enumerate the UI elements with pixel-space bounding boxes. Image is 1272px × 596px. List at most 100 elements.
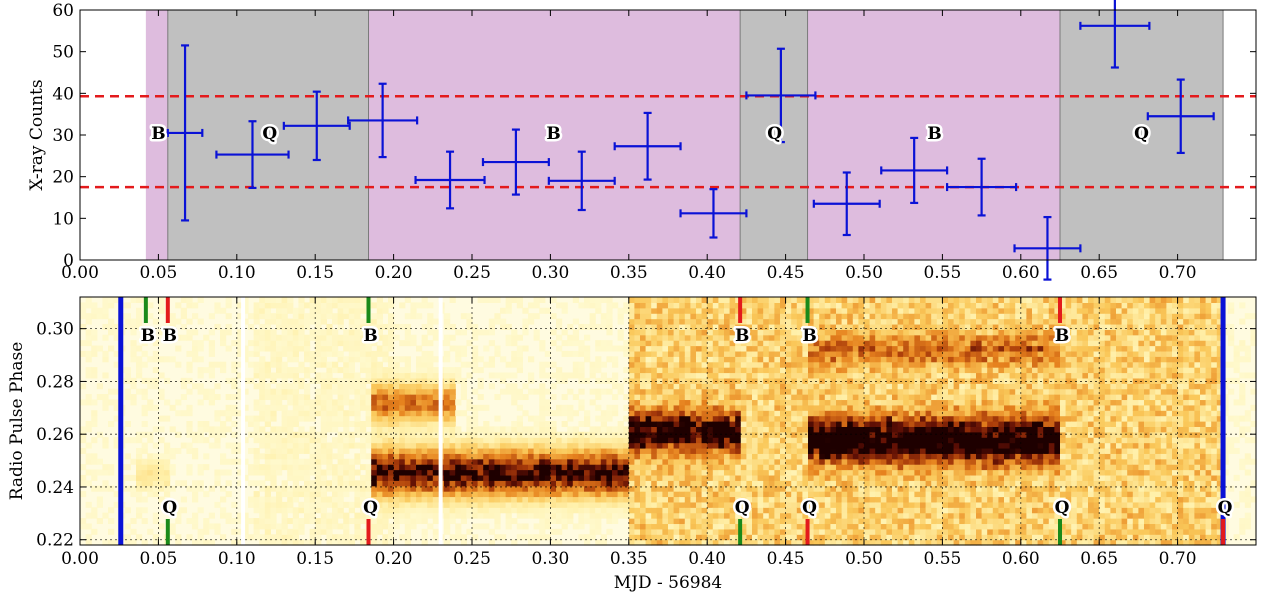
heatmap-cell — [757, 404, 764, 411]
heatmap-cell — [281, 372, 288, 379]
heatmap-cell — [264, 442, 271, 449]
heatmap-cell — [304, 415, 311, 422]
heatmap-cell — [276, 469, 283, 476]
heatmap-cell — [147, 469, 154, 476]
heatmap-cell — [416, 437, 423, 444]
heatmap-cell — [572, 474, 579, 481]
heatmap-cell — [528, 377, 535, 384]
heatmap-cell — [343, 394, 350, 401]
heatmap-cell — [830, 539, 837, 546]
heatmap-cell — [315, 307, 322, 314]
heatmap-cell — [830, 523, 837, 530]
heatmap-cell — [869, 491, 876, 498]
heatmap-cell — [802, 528, 809, 535]
heatmap-cell — [869, 404, 876, 411]
heatmap-cell — [662, 539, 669, 546]
heatmap-cell — [830, 394, 837, 401]
heatmap-cell — [746, 453, 753, 460]
heatmap-cell — [326, 410, 333, 417]
heatmap-cell — [399, 469, 406, 476]
heatmap-cell — [780, 307, 787, 314]
heatmap-cell — [623, 442, 630, 449]
heatmap-cell — [746, 340, 753, 347]
heatmap-cell — [847, 404, 854, 411]
heatmap-cell — [612, 491, 619, 498]
heatmap-cell — [460, 496, 467, 503]
heatmap-cell — [528, 442, 535, 449]
heatmap-cell — [662, 518, 669, 525]
heatmap-cell — [192, 518, 199, 525]
heatmap-cell — [214, 469, 221, 476]
heatmap-cell — [729, 377, 736, 384]
heatmap-cell — [505, 485, 512, 492]
heatmap-cell — [197, 437, 204, 444]
heatmap-cell — [488, 512, 495, 519]
heatmap-cell — [623, 345, 630, 352]
heatmap-cell — [158, 464, 165, 471]
heatmap-cell — [836, 307, 843, 314]
heatmap-cell — [757, 302, 764, 309]
heatmap-cell — [735, 442, 742, 449]
heatmap-cell — [259, 437, 266, 444]
heatmap-cell — [768, 431, 775, 438]
heatmap-cell — [264, 415, 271, 422]
heatmap-cell — [651, 372, 658, 379]
heatmap-cell — [830, 518, 837, 525]
heatmap-cell — [802, 523, 809, 530]
heatmap-cell — [662, 329, 669, 336]
heatmap-cell — [382, 469, 389, 476]
heatmap-cell — [662, 485, 669, 492]
heatmap-cell — [85, 458, 92, 465]
heatmap-cell — [785, 383, 792, 390]
heatmap-cell — [432, 399, 439, 406]
heatmap-cell — [724, 415, 731, 422]
heatmap-cell — [757, 356, 764, 363]
heatmap-cell — [701, 383, 708, 390]
heatmap-cell — [108, 464, 115, 471]
heatmap-cell — [248, 361, 255, 368]
heatmap-cell — [371, 404, 378, 411]
heatmap-cell — [740, 442, 747, 449]
heatmap-cell — [528, 507, 535, 514]
heatmap-cell — [617, 426, 624, 433]
heatmap-cell — [584, 297, 591, 303]
heatmap-cell — [85, 313, 92, 320]
heatmap-cell — [785, 345, 792, 352]
heatmap-cell — [382, 345, 389, 352]
heatmap-cell — [707, 480, 714, 487]
heatmap-cell — [841, 518, 848, 525]
heatmap-cell — [376, 518, 383, 525]
heatmap-cell — [544, 518, 551, 525]
heatmap-cell — [494, 512, 501, 519]
heatmap-cell — [623, 464, 630, 471]
heatmap-cell — [718, 496, 725, 503]
heatmap-cell — [253, 329, 260, 336]
heatmap-cell — [836, 496, 843, 503]
heatmap-cell — [606, 442, 613, 449]
heatmap-cell — [690, 437, 697, 444]
heatmap-cell — [684, 334, 691, 341]
heatmap-cell — [388, 318, 395, 325]
heatmap-cell — [494, 350, 501, 357]
heatmap-cell — [729, 372, 736, 379]
heatmap-cell — [376, 307, 383, 314]
heatmap-cell — [869, 485, 876, 492]
heatmap-cell — [628, 431, 635, 438]
heatmap-cell — [763, 383, 770, 390]
heatmap-cell — [824, 313, 831, 320]
heatmap-cell — [606, 307, 613, 314]
heatmap-cell — [287, 496, 294, 503]
heatmap-cell — [701, 350, 708, 357]
heatmap-cell — [595, 491, 602, 498]
heatmap-cell — [707, 329, 714, 336]
heatmap-cell — [276, 539, 283, 546]
heatmap-cell — [690, 372, 697, 379]
heatmap-cell — [729, 469, 736, 476]
heatmap-cell — [270, 340, 277, 347]
heatmap-cell — [516, 442, 523, 449]
heatmap-cell — [679, 361, 686, 368]
heatmap-cell — [544, 399, 551, 406]
heatmap-cell — [388, 507, 395, 514]
heatmap-cell — [96, 458, 103, 465]
heatmap-cell — [651, 496, 658, 503]
